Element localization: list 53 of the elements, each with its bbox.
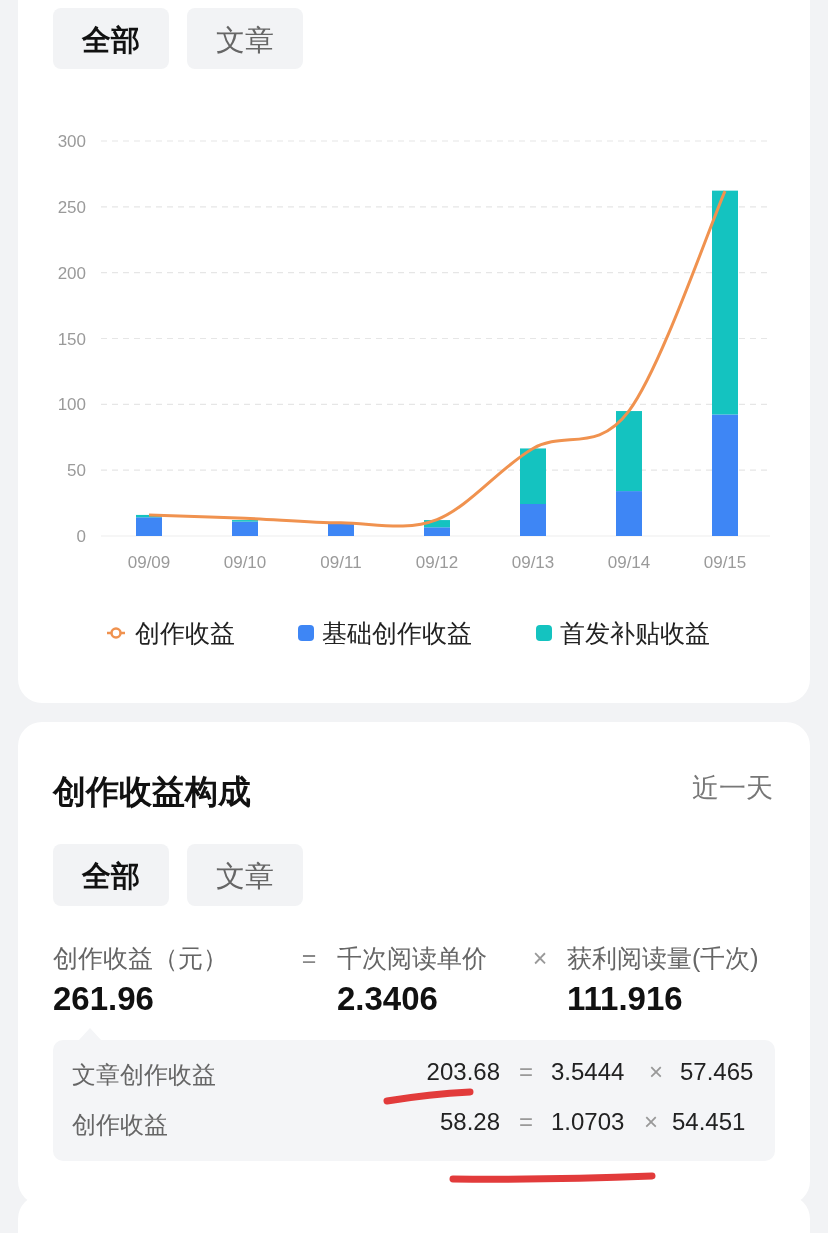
text: 3.5444 xyxy=(551,1058,625,1085)
text: 全部 xyxy=(81,24,140,56)
text: = xyxy=(301,944,317,972)
text: 近一天 xyxy=(692,773,773,803)
text: 文章 xyxy=(216,860,274,892)
y-tick-label: 100 xyxy=(57,395,86,415)
bar xyxy=(616,491,642,536)
y-tick-label: 0 xyxy=(76,527,86,546)
legend-label: 首发补贴收益 xyxy=(560,619,710,647)
bar xyxy=(712,414,738,536)
text: 千次阅读单价 xyxy=(337,944,487,972)
y-tick-label: 300 xyxy=(57,132,86,151)
bar xyxy=(232,521,258,536)
x-tick-label: 09/15 xyxy=(703,553,747,572)
text: 创作收益 xyxy=(72,1111,168,1138)
bar xyxy=(424,527,450,536)
text: 58.28 xyxy=(439,1108,500,1135)
text: 创作收益（元） xyxy=(53,944,228,972)
bar xyxy=(616,411,642,492)
text: = xyxy=(518,1058,534,1085)
text: 创作收益构成 xyxy=(52,773,251,810)
text: × xyxy=(648,1058,664,1085)
bar xyxy=(328,523,354,536)
text: 54.451 xyxy=(672,1108,746,1135)
x-tick-label: 09/09 xyxy=(127,553,171,572)
text: = xyxy=(518,1108,534,1135)
y-tick-label: 150 xyxy=(57,329,86,349)
x-tick-label: 09/11 xyxy=(320,553,362,572)
y-tick-label: 50 xyxy=(67,461,86,481)
text: 1.0703 xyxy=(551,1108,625,1135)
bar xyxy=(136,517,162,536)
text: 111.916 xyxy=(567,980,683,1017)
bar xyxy=(520,448,546,505)
text: 2.3406 xyxy=(337,980,438,1017)
legend-label: 创作收益 xyxy=(135,619,235,647)
text: 文章创作收益 xyxy=(72,1061,216,1088)
text: 获利阅读量(千次) xyxy=(567,944,759,972)
y-tick-label: 250 xyxy=(57,197,86,217)
text: 全部 xyxy=(81,860,140,892)
x-tick-label: 09/14 xyxy=(607,553,651,572)
y-tick-label: 200 xyxy=(57,263,86,283)
text: 57.465 xyxy=(680,1058,754,1085)
text: 203.68 xyxy=(426,1058,500,1085)
text: × xyxy=(643,1108,659,1135)
bar xyxy=(712,190,738,415)
bar xyxy=(520,504,546,536)
x-tick-label: 09/10 xyxy=(223,553,267,572)
x-tick-label: 09/13 xyxy=(511,553,555,572)
text: 文章 xyxy=(216,24,274,56)
legend-label: 基础创作收益 xyxy=(322,619,472,647)
text: × xyxy=(532,944,548,972)
text: 261.96 xyxy=(53,980,154,1017)
x-tick-label: 09/12 xyxy=(415,553,459,572)
